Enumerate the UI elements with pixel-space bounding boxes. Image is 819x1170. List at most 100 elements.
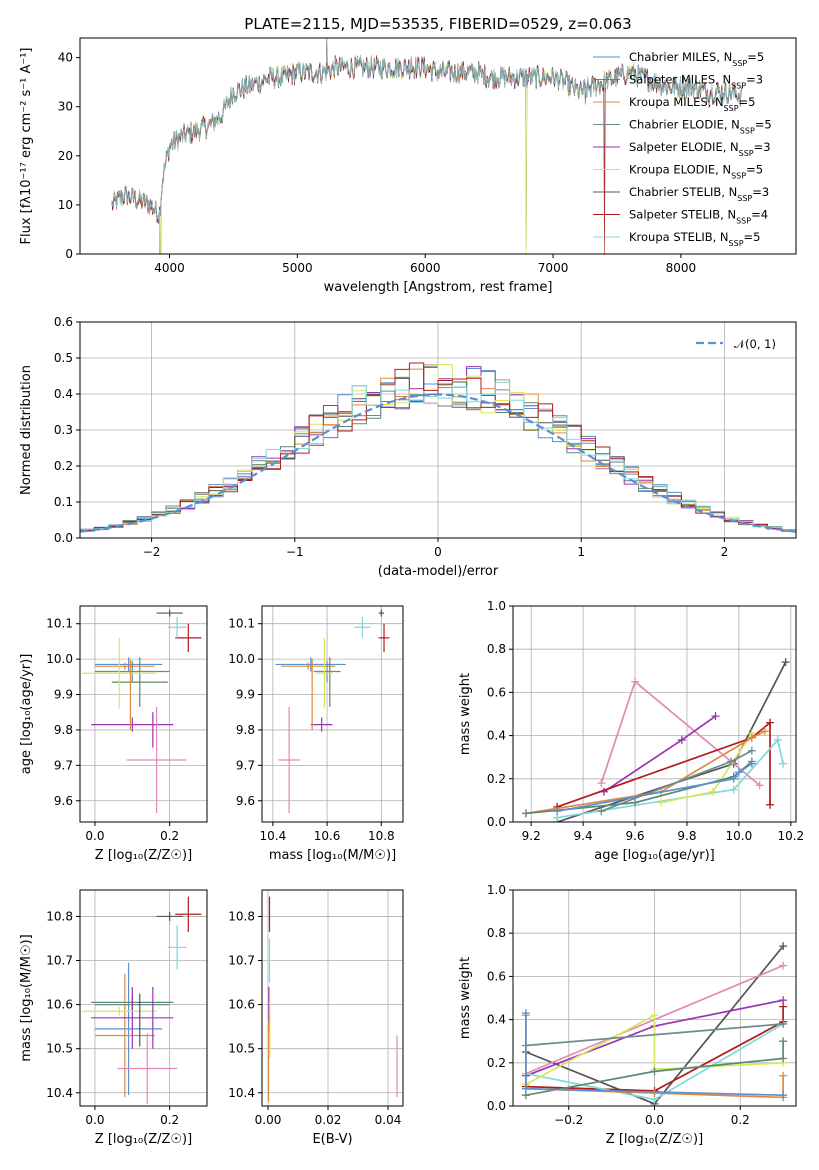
weight-marker [779,942,788,951]
axes-frame [512,889,797,1107]
data-point [378,623,390,653]
axes-frame [261,605,404,823]
y-tick-label: 40 [58,51,73,65]
data-point [313,660,341,683]
weight-marker [656,798,665,807]
y-tick-label: 10.1 [46,617,73,631]
x-tick-label: 9.8 [677,829,696,843]
chart-weight_vs_age: 9.2 9.4 9.6 9.8 10.0 10.2 0.0 0.2 0.4 0.6 0.8 1.0 ag… [458,599,804,863]
gridlines [80,606,207,822]
weight-marker [734,768,743,777]
data-point [117,1033,178,1104]
x-tick-label: 0.02 [315,1113,342,1127]
chart-mass_vs_Z: 0.0 0.2 10.4 10.5 10.6 10.7 10.8 Z [log₁₀(Z/Z☉)… [19,889,208,1147]
x-axis-label: mass [log₁₀(M/M☉)] [269,848,396,863]
data-point [94,657,163,672]
y-axis-label: mass weight [458,673,473,755]
x-axis-label: wavelength [Angstrom, rest frame] [324,280,553,295]
y-axis-label: Normed distribution [19,365,34,495]
x-axis-label: Z [log₁₀(Z/Z☉)] [606,1132,703,1147]
x-axis-label: Z [log₁₀(Z/Z☉)] [95,848,192,863]
weight-marker [755,781,764,790]
weight-marker [631,677,640,686]
x-tick-label: 0.2 [160,829,179,843]
data-point [175,896,202,932]
x-tick-label: 0 [434,545,442,559]
x-tick-label: 6000 [410,261,441,275]
weight-marker [650,1011,659,1020]
weight-marker [766,718,775,727]
data-point [81,1006,157,1016]
y-tick-label: 10.4 [228,1086,255,1100]
weight-marker [779,1019,788,1028]
weight-marker [773,735,782,744]
weight-marker [650,1067,659,1076]
y-tick-label: 10.7 [228,954,255,968]
plot-area [521,942,788,1106]
weight-marker [766,800,775,809]
legend-entry: Chabrier ELODIE, NSSP=5 [629,118,772,136]
data-point [91,986,174,1049]
data-point [94,662,155,670]
axes-frame [261,889,404,1107]
x-tick-label: 0.00 [255,1113,282,1127]
weight-marker [521,1084,530,1093]
weight-line [525,1013,784,1086]
weight-marker [779,1071,788,1080]
weight-marker [650,1089,659,1098]
chart-residuals: −2 −1 0 1 2 0.0 0.1 0.2 0.3 0.4 0.5 0.6 (data-model)… [19,315,797,579]
x-tick-label: 1 [577,545,585,559]
x-tick-label: −1 [286,545,304,559]
y-tick-label: 0.8 [487,926,506,940]
y-tick-label: 0.8 [487,642,506,656]
weight-marker [779,1054,788,1063]
y-tick-label: 1.0 [487,883,506,897]
weight-marker [781,658,790,667]
weight-line [525,1041,784,1097]
x-axis-label: Z [log₁₀(Z/Z☉)] [95,1132,192,1147]
y-tick-label: 10.0 [228,652,255,666]
chart-age_vs_Z: 0.0 0.2 9.6 9.7 9.8 9.9 10.0 10.1 Z [log₁₀(Z/Z☉)… [19,605,208,863]
gridlines [262,606,403,822]
weight-marker [747,759,756,768]
normal-curve [80,393,796,533]
x-tick-label: 0.0 [85,1113,104,1127]
data-point [94,973,155,1098]
y-axis-label: Flux [fλ10⁻¹⁷ erg cm⁻² s⁻¹ A⁻¹] [19,48,34,245]
data-point [81,637,157,709]
y-tick-label: 0 [65,247,73,261]
data-point [156,912,183,921]
y-tick-label: 0.3 [54,423,73,437]
weight-line [556,661,787,822]
weight-marker [779,1002,788,1011]
weight-marker [708,787,717,796]
data-point [94,660,170,683]
weight-marker [747,746,756,755]
y-tick-label: 0.2 [487,772,506,786]
plot-area [521,658,790,822]
x-tick-label: 5000 [282,261,313,275]
y-tick-label: 10.6 [228,998,255,1012]
weight-marker [729,774,738,783]
y-tick-label: 10.5 [228,1042,255,1056]
y-tick-label: 10.8 [228,909,255,923]
weight-marker [727,757,736,766]
legend-entry: Kroupa ELODIE, NSSP=5 [629,163,763,181]
figure-title: PLATE=2115, MJD=53535, FIBERID=0529, z=0… [244,15,631,33]
y-tick-label: 10.1 [228,617,255,631]
x-axis-label: (data-model)/error [378,564,499,579]
plot-area [81,896,202,1104]
data-point [167,616,187,638]
x-tick-label: 0.04 [375,1113,402,1127]
weight-marker [729,785,738,794]
x-tick-label: 10.6 [314,829,341,843]
y-tick-label: 10 [58,198,73,212]
weight-line [556,720,771,808]
x-tick-label: 8000 [666,261,697,275]
weight-marker [779,1037,788,1046]
y-tick-label: 0.6 [54,315,73,329]
chart-spectrum: 4000 5000 6000 7000 8000 0 10 20 30 40 wavelength … [19,37,797,295]
weight-marker [597,807,606,816]
x-tick-label: 9.2 [522,829,541,843]
